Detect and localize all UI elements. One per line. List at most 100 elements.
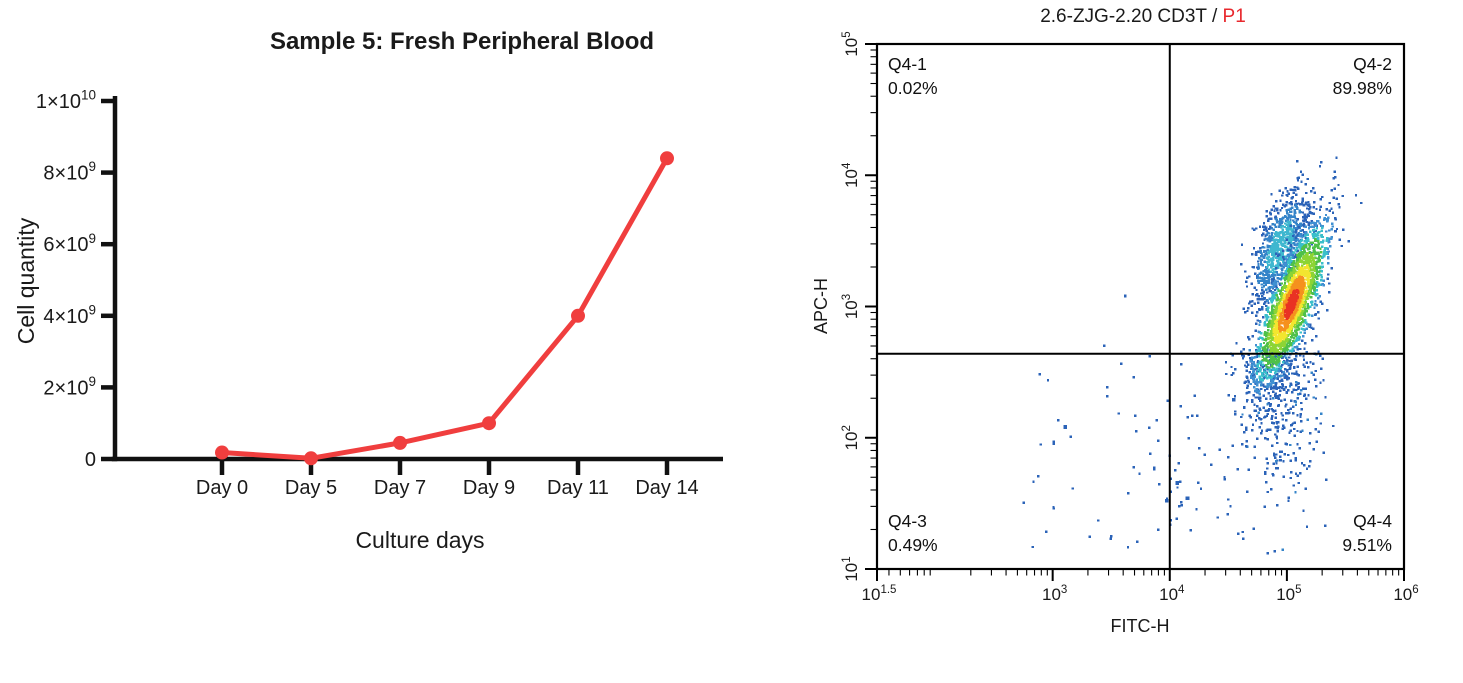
scatter-point: [1256, 266, 1259, 269]
scatter-point: [1269, 258, 1272, 262]
scatter-point: [1300, 276, 1304, 280]
scatter-point: [1326, 277, 1330, 281]
scatter-point: [1278, 304, 1281, 307]
scatter-point: [1286, 453, 1290, 457]
scatter-point: [1306, 322, 1309, 326]
scatter-point: [1284, 275, 1288, 278]
scatter-point: [1287, 364, 1291, 367]
scatter-point: [1280, 399, 1283, 403]
scatter-point: [1258, 399, 1262, 403]
scatter-point: [1252, 376, 1255, 379]
scatter-point: [1309, 301, 1313, 304]
scatter-point: [1319, 422, 1323, 425]
scatter-point: [1273, 549, 1276, 553]
scatter-point: [1132, 375, 1135, 379]
scatter-point: [1305, 350, 1308, 354]
scatter-point: [1287, 372, 1291, 375]
scatter-point: [1292, 263, 1295, 267]
scatter-point: [1337, 183, 1340, 187]
scatter-point: [1294, 354, 1298, 358]
scatter-point: [1088, 535, 1092, 538]
scatter-point: [1315, 234, 1318, 238]
scatter-point: [1298, 309, 1302, 312]
scatter-point: [1245, 360, 1248, 364]
scatter-point: [1306, 276, 1310, 280]
scatter-point: [1290, 359, 1293, 363]
scatter-point: [1273, 339, 1277, 342]
scatter-point: [1052, 505, 1055, 509]
scatter-point: [1283, 376, 1286, 380]
scatter-point: [1293, 434, 1297, 438]
scatter-point: [1297, 271, 1300, 274]
scatter-point: [1360, 201, 1363, 205]
scatter-point: [1288, 227, 1291, 230]
scatter-point: [1258, 330, 1261, 334]
scatter-point: [1276, 427, 1280, 430]
scatter-point: [1285, 412, 1288, 415]
scatter-point: [1259, 320, 1262, 323]
scatter-point: [1273, 374, 1276, 378]
scatter-point: [1300, 317, 1304, 320]
scatter-point: [1157, 528, 1160, 532]
scatter-point: [1267, 376, 1270, 379]
scatter-point: [1276, 338, 1279, 342]
scatter-point: [1266, 342, 1269, 345]
scatter-point: [1270, 193, 1273, 196]
x-tick-label: Day 11: [547, 477, 609, 499]
scatter-point: [1276, 280, 1280, 283]
scatter-point: [1242, 537, 1245, 540]
scatter-point: [1276, 425, 1279, 429]
quadrant-q4-2-percent: 89.98%: [1333, 78, 1392, 98]
scatter-point: [1310, 371, 1314, 374]
scatter-point: [1262, 346, 1265, 349]
scatter-point: [1270, 286, 1273, 289]
scatter-point: [1297, 392, 1300, 396]
scatter-point: [1288, 274, 1292, 277]
scatter-point: [1314, 266, 1317, 269]
scatter-point: [1311, 254, 1314, 258]
scatter-point: [1253, 403, 1256, 407]
scatter-point: [1261, 246, 1264, 249]
scatter-point: [1269, 370, 1273, 374]
scatter-point: [1261, 225, 1265, 228]
scatter-point: [1255, 388, 1258, 391]
scatter-point: [1318, 216, 1322, 219]
scatter-point: [1257, 411, 1260, 415]
scatter-point: [1258, 247, 1262, 250]
scatter-point: [1319, 247, 1322, 250]
scatter-point: [1302, 287, 1305, 290]
scatter-point: [1257, 337, 1261, 340]
scatter-point: [1126, 546, 1130, 549]
scatter-point: [1275, 421, 1278, 424]
scatter-point: [1319, 198, 1323, 201]
scatter-point: [1245, 444, 1248, 448]
scatter-point: [1278, 253, 1281, 256]
scatter-point: [1257, 389, 1261, 393]
scatter-point: [1276, 221, 1279, 224]
scatter-point: [1313, 302, 1317, 306]
scatter-point: [1230, 373, 1233, 377]
scatter-point: [1242, 307, 1245, 311]
scatter-point: [1295, 283, 1298, 287]
scatter-point: [1304, 294, 1307, 297]
scatter-point: [1250, 398, 1254, 402]
scatter-point: [1305, 256, 1308, 260]
scatter-point: [1303, 239, 1307, 243]
scatter-point: [1308, 288, 1311, 291]
scatter-point: [1308, 258, 1311, 262]
scatter-point: [1266, 251, 1270, 254]
scatter-point: [1307, 200, 1310, 204]
scatter-point: [1297, 301, 1301, 304]
scatter-point: [1282, 266, 1286, 269]
scatter-point: [1280, 412, 1283, 415]
scatter-point: [1295, 236, 1298, 239]
scatter-point: [1264, 346, 1267, 349]
scatter-point: [1315, 288, 1319, 292]
scatter-point: [1282, 256, 1285, 259]
scatter-point: [1302, 394, 1306, 398]
scatter-point: [1302, 247, 1306, 250]
scatter-point: [1281, 260, 1285, 263]
scatter-point: [1251, 423, 1255, 427]
scatter-point: [1288, 344, 1292, 347]
scatter-point: [1269, 397, 1272, 400]
